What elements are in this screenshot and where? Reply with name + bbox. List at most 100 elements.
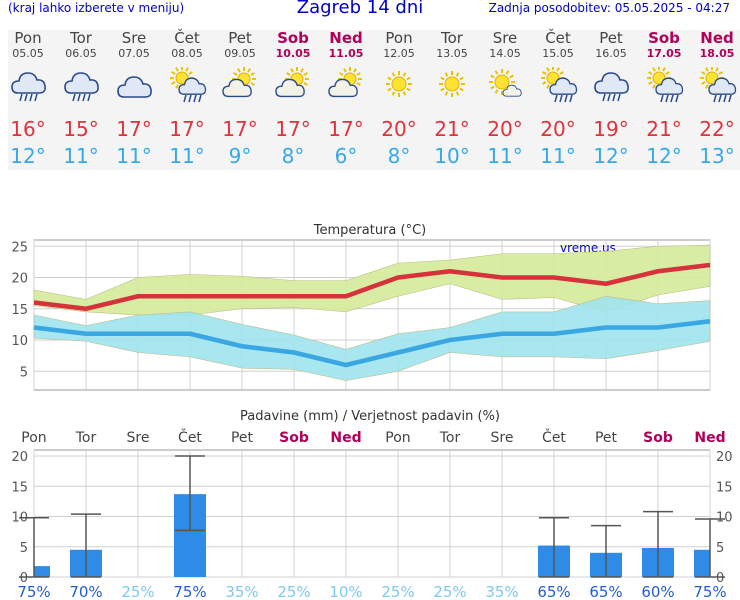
day-date: 18.05 xyxy=(699,47,735,60)
min-temp: 11° xyxy=(116,144,152,168)
page-title: Zagreb 14 dni xyxy=(296,0,424,18)
weather-icon xyxy=(638,61,690,115)
min-temp: 11° xyxy=(487,144,523,168)
day-date: 14.05 xyxy=(489,47,521,60)
max-temp: 17° xyxy=(275,117,311,141)
precipitation-day-label: Čet xyxy=(542,428,566,446)
precipitation-day-label: Sob xyxy=(643,430,673,446)
precipitation-day-label: Sob xyxy=(279,430,309,446)
max-temp: 20° xyxy=(540,117,576,141)
weather-icon xyxy=(2,61,54,115)
precipitation-day-label: Pon xyxy=(21,430,46,446)
precipitation-probability-label: 25% xyxy=(121,583,154,600)
precipitation-day-label: Čet xyxy=(178,428,202,446)
day-date: 06.05 xyxy=(65,47,97,60)
day-column: Pet 16.05 19° 12° xyxy=(585,30,637,169)
day-date: 05.05 xyxy=(12,47,44,60)
precipitation-y-tick-left: 5 xyxy=(20,541,28,556)
sun-small-cloud-icon xyxy=(489,69,522,97)
precipitation-bar xyxy=(34,566,50,577)
min-temp-line xyxy=(33,319,711,368)
min-temp: 8° xyxy=(281,144,305,168)
sun-icon xyxy=(439,71,465,97)
day-name: Tor xyxy=(70,29,92,47)
day-name: Sre xyxy=(121,29,147,47)
day-column: Tor 13.05 21° 10° xyxy=(426,30,478,169)
precipitation-y-tick-right: 15 xyxy=(716,480,733,495)
min-temp: 11° xyxy=(540,144,576,168)
weather-icon xyxy=(161,61,213,115)
menu-note[interactable]: (kraj lahko izberete v meniju) xyxy=(8,1,185,15)
weather-icon xyxy=(55,61,107,115)
day-name: Sre xyxy=(492,29,518,47)
precipitation-day-label: Ned xyxy=(694,430,725,446)
precipitation-day-label: Tor xyxy=(75,430,97,446)
precipitation-day-label: Pet xyxy=(231,430,254,446)
day-name: Sob xyxy=(648,29,680,47)
precipitation-probability-label: 65% xyxy=(589,583,622,600)
max-temp: 19° xyxy=(593,117,629,141)
day-column: Pon 05.05 16° 12° xyxy=(2,30,54,169)
day-date: 13.05 xyxy=(436,47,468,60)
last-updated: Zadnja posodobitev: 05.05.2025 - 04:27 xyxy=(488,1,730,15)
precipitation-y-tick-right: 10 xyxy=(716,511,733,526)
day-name: Pon xyxy=(14,29,42,47)
min-temp: 12° xyxy=(646,144,682,168)
day-column: Sre 14.05 20° 11° xyxy=(479,30,531,169)
temperature-y-tick: 20 xyxy=(11,272,28,287)
precipitation-probability-label: 65% xyxy=(537,583,570,600)
day-column: Sob 10.05 17° 8° xyxy=(267,30,319,169)
day-date: 15.05 xyxy=(542,47,574,60)
max-temp: 17° xyxy=(116,117,152,141)
precipitation-probability-label: 60% xyxy=(641,583,674,600)
day-name: Pet xyxy=(228,29,252,47)
day-name: Sob xyxy=(277,29,309,47)
precipitation-probability-label: 25% xyxy=(433,583,466,600)
day-date: 17.05 xyxy=(646,47,682,60)
header-bar: (kraj lahko izberete v meniju) Zagreb 14… xyxy=(0,0,740,22)
day-date: 09.05 xyxy=(224,47,256,60)
max-temp-line xyxy=(33,262,711,311)
weather-icon xyxy=(214,61,266,115)
precipitation-probability-label: 35% xyxy=(225,583,258,600)
sun-rain-cloud-icon xyxy=(700,66,737,103)
max-temp: 21° xyxy=(646,117,682,141)
weather-icon xyxy=(320,61,372,115)
sun-cloud-icon xyxy=(328,67,362,98)
day-date: 11.05 xyxy=(328,47,364,60)
cloud-icon xyxy=(117,76,152,98)
precipitation-y-tick-right: 0 xyxy=(716,571,724,586)
max-temp: 21° xyxy=(434,117,470,141)
weather-icon xyxy=(532,61,584,115)
precipitation-y-tick-left: 20 xyxy=(11,450,28,465)
rain-cloud-icon xyxy=(11,72,46,102)
day-date: 16.05 xyxy=(595,47,627,60)
sun-rain-cloud-icon xyxy=(541,66,578,103)
max-temp: 20° xyxy=(487,117,523,141)
weather-icon xyxy=(267,61,319,115)
precipitation-probability-label: 10% xyxy=(329,583,362,600)
min-temp: 10° xyxy=(434,144,470,168)
precipitation-probability-label: 75% xyxy=(17,583,50,600)
precipitation-y-tick-right: 20 xyxy=(716,450,733,465)
precipitation-day-label: Ned xyxy=(330,430,361,446)
day-column: Ned 18.05 22° 13° xyxy=(691,30,740,169)
weather-icon xyxy=(373,61,425,115)
day-column: Pet 09.05 17° 9° xyxy=(214,30,266,169)
precipitation-day-label: Sre xyxy=(127,430,150,446)
precipitation-probability-label: 25% xyxy=(381,583,414,600)
day-name: Ned xyxy=(700,29,734,47)
precipitation-probability-label: 35% xyxy=(485,583,518,600)
precipitation-day-label: Pon xyxy=(385,430,410,446)
min-temp: 11° xyxy=(63,144,99,168)
max-temp: 15° xyxy=(63,117,99,141)
precipitation-day-label: Pet xyxy=(595,430,618,446)
max-temp: 17° xyxy=(328,117,364,141)
precipitation-probability-label: 75% xyxy=(693,583,726,600)
day-name: Pet xyxy=(599,29,623,47)
max-temp: 16° xyxy=(10,117,46,141)
weather-icon xyxy=(426,61,478,115)
temperature-y-tick: 15 xyxy=(11,303,28,318)
